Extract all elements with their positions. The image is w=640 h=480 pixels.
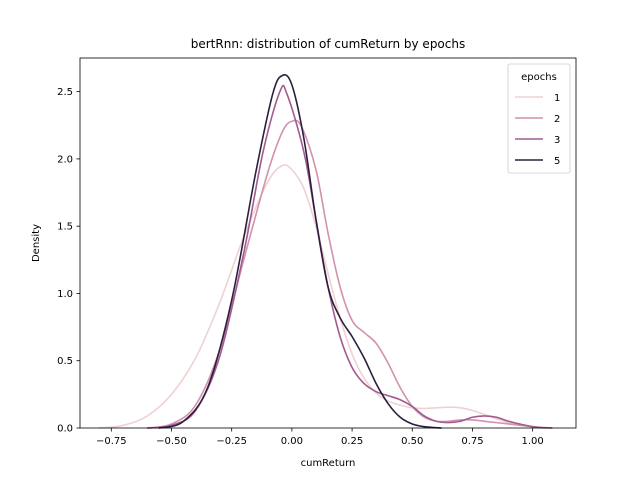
- legend-label-epochs-3: 3: [554, 135, 560, 146]
- y-tick-label: 0.0: [57, 424, 73, 435]
- x-tick-label: −0.25: [216, 436, 247, 447]
- x-tick-label: 0.50: [401, 436, 423, 447]
- y-tick-label: 2.0: [57, 154, 73, 165]
- x-axis-ticks: −0.75 −0.50 −0.25 0.00 0.25 0.50 0.75 1.00: [96, 428, 544, 447]
- x-tick-label: 0.00: [281, 436, 303, 447]
- y-tick-label: 0.5: [57, 356, 73, 367]
- x-tick-label: −0.50: [156, 436, 187, 447]
- x-tick-label: −0.75: [96, 436, 127, 447]
- y-tick-label: 1.0: [57, 289, 73, 300]
- chart-title: bertRnn: distribution of cumReturn by ep…: [191, 37, 465, 51]
- series-line-epochs-3: [146, 84, 553, 429]
- legend: epochs 1 2 3 5: [507, 63, 571, 174]
- series-layer: [98, 74, 553, 429]
- legend-entries: 1 2 3 5: [515, 93, 560, 167]
- legend-label-epochs-2: 2: [554, 114, 560, 125]
- series-line-epochs-1: [98, 164, 553, 429]
- y-tick-label: 2.5: [57, 87, 73, 98]
- y-axis-ticks: 0.0 0.5 1.0 1.5 2.0 2.5: [57, 87, 80, 435]
- series-line-epochs-2: [146, 119, 546, 429]
- legend-label-epochs-1: 1: [554, 93, 560, 104]
- legend-title: epochs: [521, 72, 557, 83]
- x-tick-label: 1.00: [522, 436, 544, 447]
- series-line-epochs-5: [158, 74, 442, 429]
- axes-frame: [79, 57, 577, 429]
- x-tick-label: 0.25: [341, 436, 363, 447]
- y-tick-label: 1.5: [57, 222, 73, 233]
- plot-area: [79, 57, 577, 429]
- x-tick-label: 0.75: [461, 436, 483, 447]
- x-axis-label: cumReturn: [301, 458, 356, 469]
- legend-label-epochs-5: 5: [554, 156, 560, 167]
- y-axis-label: Density: [31, 224, 42, 262]
